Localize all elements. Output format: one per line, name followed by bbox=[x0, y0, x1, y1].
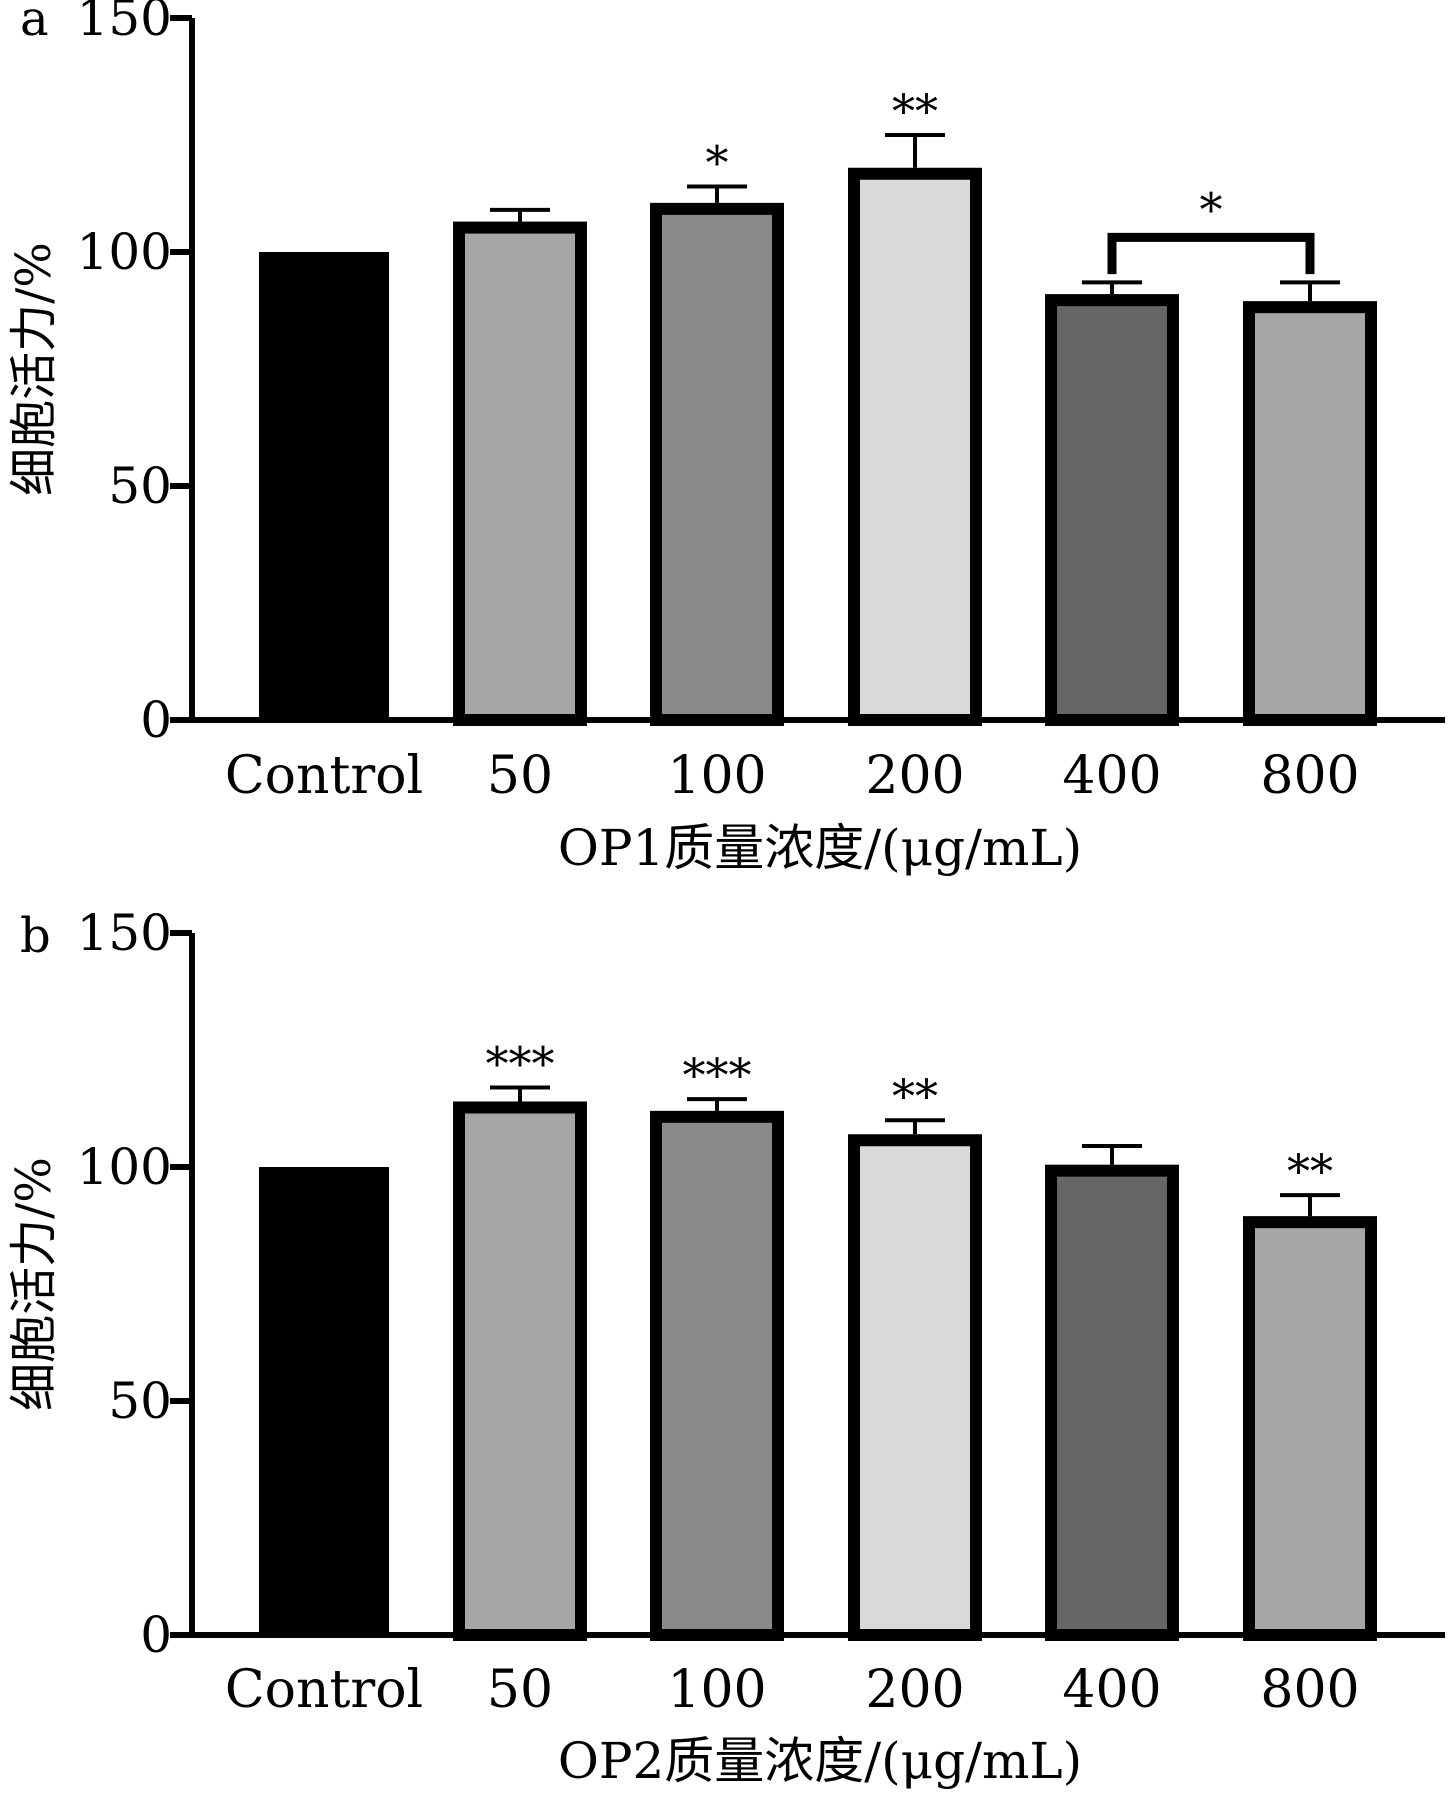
x-tick-label: 200 bbox=[865, 746, 964, 806]
bar-400 bbox=[1045, 1164, 1179, 1642]
y-tick-label: 0 bbox=[140, 691, 172, 749]
x-axis-title: OP1质量浓度/(μg/mL) bbox=[558, 819, 1082, 877]
bar-100 bbox=[650, 1110, 784, 1641]
bar-control bbox=[259, 1167, 389, 1635]
x-tick-label: Control bbox=[225, 746, 423, 806]
bar-50 bbox=[453, 1101, 587, 1641]
bar-50 bbox=[453, 221, 587, 727]
y-tick-label: 100 bbox=[77, 1138, 172, 1196]
x-tick-label: 400 bbox=[1062, 1660, 1161, 1720]
x-tick-label: 800 bbox=[1260, 1660, 1359, 1720]
panel-label: a bbox=[20, 0, 49, 47]
y-tick-label: 100 bbox=[77, 223, 172, 281]
x-tick-label: 100 bbox=[667, 746, 766, 806]
significance-bracket bbox=[1107, 232, 1315, 275]
y-axis-title: 细胞活力/% bbox=[6, 1157, 62, 1411]
x-tick-label: 800 bbox=[1260, 746, 1359, 806]
significance-800: ** bbox=[1287, 1144, 1333, 1198]
bar-200 bbox=[848, 167, 982, 726]
bar-800 bbox=[1243, 301, 1377, 726]
x-axis-title: OP2质量浓度/(μg/mL) bbox=[558, 1732, 1082, 1790]
bar-800 bbox=[1243, 1216, 1377, 1641]
x-tick-label: 200 bbox=[865, 1660, 964, 1720]
y-tick-label: 150 bbox=[77, 0, 172, 47]
x-tick-label: 100 bbox=[667, 1660, 766, 1720]
bracket-label: * bbox=[1200, 182, 1223, 236]
bar-400 bbox=[1045, 294, 1179, 726]
x-tick-label: 50 bbox=[487, 746, 553, 806]
y-tick-label: 150 bbox=[77, 904, 172, 962]
significance-200: ** bbox=[892, 1069, 938, 1123]
significance-100: * bbox=[706, 135, 729, 189]
bar-100 bbox=[650, 202, 784, 727]
y-tick-label: 0 bbox=[140, 1606, 172, 1664]
bar-control bbox=[259, 252, 389, 720]
x-tick-label: 400 bbox=[1062, 746, 1161, 806]
bar-200 bbox=[848, 1134, 982, 1641]
significance-100: *** bbox=[683, 1048, 752, 1102]
panel-label: b bbox=[20, 908, 51, 964]
y-axis-title: 细胞活力/% bbox=[6, 242, 62, 496]
x-tick-label: 50 bbox=[487, 1660, 553, 1720]
y-tick-label: 50 bbox=[108, 457, 172, 515]
significance-200: ** bbox=[892, 84, 938, 138]
x-tick-label: Control bbox=[225, 1660, 423, 1720]
y-tick-label: 50 bbox=[108, 1372, 172, 1430]
significance-50: *** bbox=[486, 1036, 555, 1090]
